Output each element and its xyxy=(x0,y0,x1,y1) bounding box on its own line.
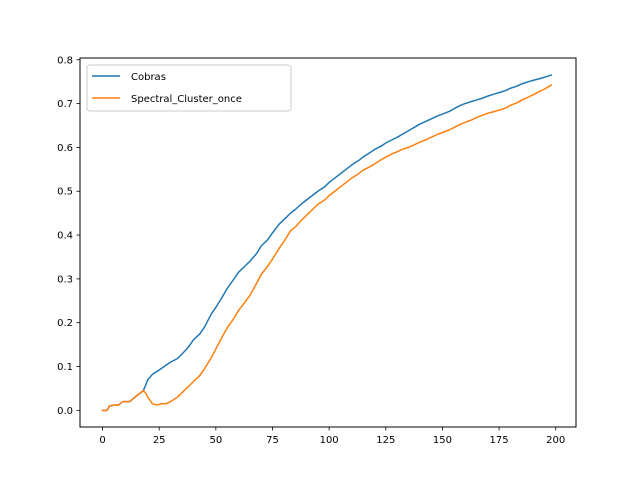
x-tick-label: 175 xyxy=(490,435,509,446)
x-tick-label: 75 xyxy=(266,435,279,446)
y-tick-label: 0.8 xyxy=(57,55,73,66)
legend-box xyxy=(86,64,292,112)
legend-label-spectral-cluster-once: Spectral_Cluster_once xyxy=(131,94,242,105)
legend-label-cobras: Cobras xyxy=(131,72,166,83)
y-tick-label: 0.7 xyxy=(57,99,73,110)
x-axis: 0 25 50 75 100 125 150 175 200 xyxy=(99,427,565,446)
series-line-spectral-cluster-once xyxy=(101,84,553,412)
plot-frame xyxy=(79,57,577,428)
series-layer xyxy=(101,74,553,412)
y-tick-label: 0.4 xyxy=(57,231,73,242)
x-tick-label: 200 xyxy=(546,435,565,446)
y-axis: 0.0 0.1 0.2 0.3 0.4 0.5 0.6 0.7 0.8 xyxy=(57,55,80,417)
x-tick-label: 0 xyxy=(99,435,105,446)
y-tick-label: 0.1 xyxy=(57,362,73,373)
x-tick-label: 25 xyxy=(153,435,166,446)
series-line-cobras xyxy=(101,74,553,412)
y-tick-label: 0.5 xyxy=(57,187,73,198)
y-tick-label: 0.6 xyxy=(57,143,73,154)
x-tick-label: 100 xyxy=(320,435,339,446)
x-tick-label: 125 xyxy=(376,435,395,446)
legend: Cobras Spectral_Cluster_once xyxy=(86,64,292,112)
y-tick-label: 0.0 xyxy=(57,406,73,417)
y-tick-label: 0.3 xyxy=(57,274,73,285)
y-tick-label: 0.2 xyxy=(57,318,73,329)
x-tick-label: 150 xyxy=(433,435,452,446)
x-tick-label: 50 xyxy=(209,435,222,446)
